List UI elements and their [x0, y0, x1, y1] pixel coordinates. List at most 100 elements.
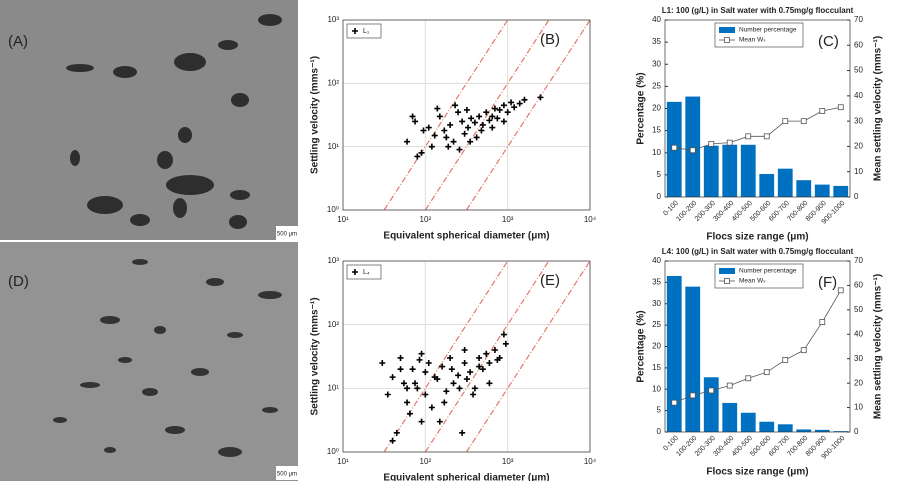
y2-tick-label: 40	[854, 329, 863, 338]
bar	[666, 275, 682, 432]
line-marker	[708, 387, 715, 394]
point	[463, 106, 470, 113]
point	[397, 366, 404, 373]
y2-tick-label: 50	[854, 66, 863, 75]
y2-tick-label: 70	[854, 15, 863, 24]
point	[521, 96, 528, 103]
bar	[833, 185, 849, 197]
line-marker	[689, 392, 696, 399]
legend-marker	[724, 37, 730, 43]
point	[479, 121, 486, 128]
y2-tick-label: 10	[854, 403, 863, 412]
point	[500, 102, 507, 109]
y2-tick-label: 10	[854, 167, 863, 176]
point	[425, 124, 432, 131]
x-tick-label: 10⁴	[584, 457, 597, 466]
point	[414, 385, 421, 392]
panel-label: (C)	[818, 33, 839, 50]
point	[461, 130, 468, 137]
y2-tick-label: 0	[854, 192, 859, 201]
point	[441, 399, 448, 406]
point	[379, 359, 386, 366]
line-marker	[837, 104, 844, 111]
point	[389, 437, 396, 444]
point	[496, 106, 503, 113]
point	[414, 153, 421, 160]
y2-tick-label: 70	[854, 256, 863, 265]
point	[494, 356, 501, 363]
y2-tick-label: 30	[854, 116, 863, 125]
point	[431, 374, 438, 381]
x-tick-label: 10²	[420, 457, 432, 466]
point	[428, 404, 435, 411]
legend-label: Mean Wₛ	[739, 278, 766, 285]
legend-label: L₄	[363, 269, 370, 276]
y2-tick-label: 40	[854, 91, 863, 100]
point	[416, 356, 423, 363]
y-tick-label: 40	[652, 15, 661, 24]
point	[434, 105, 441, 112]
bar	[703, 145, 719, 197]
y2-tick-label: 60	[854, 40, 863, 49]
bar	[796, 429, 812, 432]
legend-label: Number percentage	[739, 27, 797, 34]
axes-frame	[664, 260, 851, 433]
point	[455, 109, 462, 116]
legend-label: Mean Wₛ	[739, 37, 766, 44]
photo-label: (A)	[8, 33, 28, 50]
point	[473, 134, 480, 141]
y-tick-label: 10²	[327, 78, 339, 87]
legend-label: L₁	[363, 28, 370, 35]
point	[489, 113, 496, 120]
line-marker	[745, 375, 752, 382]
legend-marker	[352, 28, 358, 34]
photo-d	[0, 242, 298, 481]
bar	[685, 286, 701, 432]
point	[445, 143, 452, 150]
y2-tick-label: 30	[854, 354, 863, 363]
line-marker	[726, 382, 733, 389]
y2-tick-label: 0	[854, 427, 859, 436]
line-marker	[782, 357, 789, 363]
point	[389, 374, 396, 381]
y2-axis-label: Mean settling velocity (mms⁻¹)	[873, 36, 884, 181]
point	[404, 385, 411, 392]
point	[471, 385, 478, 392]
legend-box	[346, 23, 382, 39]
legend-swatch	[719, 268, 735, 274]
point	[456, 385, 463, 392]
y-tick-label: 5	[657, 170, 662, 179]
y-tick-label: 35	[652, 277, 661, 286]
y-tick-label: 10¹	[327, 383, 339, 392]
legend-marker	[352, 269, 358, 275]
reference-line	[465, 19, 591, 211]
y2-axis-label: Mean settling velocity (mms⁻¹)	[873, 274, 884, 419]
legend-swatch	[719, 27, 735, 33]
x-axis-label: Flocs size range (μm)	[706, 232, 808, 243]
point	[516, 100, 523, 107]
point	[418, 418, 425, 425]
y2-tick-label: 60	[854, 281, 863, 290]
point	[486, 117, 493, 124]
line	[674, 290, 842, 404]
line-marker	[708, 140, 715, 147]
x-tick-label: 10⁴	[584, 215, 597, 224]
plot-area	[343, 20, 590, 210]
point	[456, 146, 463, 153]
bar	[814, 184, 830, 197]
bar	[759, 421, 775, 432]
y-axis-label: Settling velocity (mms⁻¹)	[310, 56, 321, 174]
x-axis-label: Equivalent spherical diameter (μm)	[383, 473, 549, 481]
x-tick-label: 10²	[420, 215, 432, 224]
point	[500, 331, 507, 338]
point	[476, 363, 483, 370]
x-axis-label: Equivalent spherical diameter (μm)	[383, 231, 549, 242]
point	[443, 388, 450, 395]
point	[508, 99, 515, 106]
point	[409, 366, 416, 373]
panel-label: (E)	[540, 272, 560, 289]
point	[476, 113, 483, 120]
scale-bar-label: 500 μm	[277, 232, 297, 238]
y-tick-label: 40	[652, 256, 661, 265]
